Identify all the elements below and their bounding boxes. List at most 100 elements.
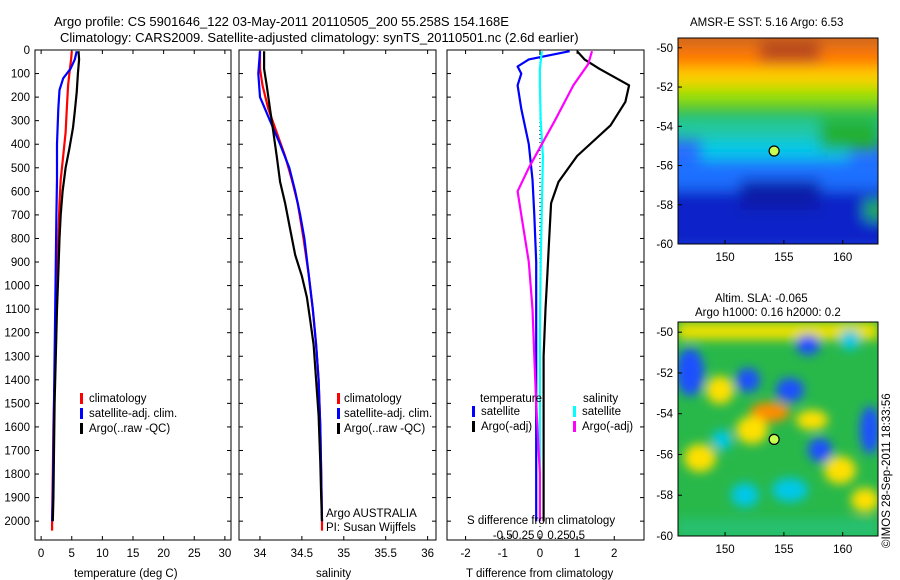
y-tick-label: 1300 (4, 351, 30, 363)
lat-tick-label: -50 (656, 327, 673, 339)
top-tick-label: -0.5 (493, 530, 513, 542)
x-tick-label: 20 (157, 548, 170, 560)
difference-legend: temperature satellite Argo(-adj) salinit… (472, 393, 633, 433)
legend-label-argo: Argo(..raw -QC) (89, 423, 170, 435)
x-tick-label: 35.5 (375, 548, 397, 560)
legend-label-sal-argo: Argo(-adj) (582, 421, 633, 433)
lat-tick-label: -54 (656, 409, 673, 421)
y-tick-label: 900 (11, 257, 30, 269)
lat-tick-label: -50 (656, 43, 673, 55)
difference-xlabel: T difference from climatology (466, 568, 613, 580)
y-tick-label: 800 (11, 233, 30, 245)
argo-pi-label: PI: Susan Wijffels (326, 522, 416, 534)
legend-swatch-argo (80, 423, 83, 434)
y-tick-label: 1000 (4, 281, 30, 293)
sla-map-frame (677, 321, 879, 537)
legend-swatch-climatology (80, 393, 83, 404)
y-tick-label: 2000 (4, 516, 30, 528)
series-line-argo-raw-qc (263, 51, 324, 522)
y-tick-label: 500 (11, 163, 30, 175)
x-tick-label: 15 (127, 548, 140, 560)
figure-title-line2: Climatology: CARS2009. Satellite-adjuste… (60, 30, 579, 45)
lat-tick-label: -54 (656, 121, 673, 133)
top-tick-label: 0 (537, 530, 543, 542)
x-tick-label: -2 (460, 548, 470, 560)
salinity-axes-frame (238, 49, 437, 541)
lat-tick-label: -56 (656, 449, 673, 461)
legend-swatch-temp-satellite (472, 406, 475, 417)
x-tick-label: 34.5 (291, 548, 313, 560)
y-tick-label: 0 (24, 45, 30, 57)
y-tick-label: 1100 (5, 304, 30, 316)
figure-title-line1: Argo profile: CS 5901646_122 03-May-2011… (54, 14, 509, 29)
lat-tick-label: -52 (656, 82, 673, 94)
legend-label-argo: Argo(..raw -QC) (344, 423, 425, 435)
temperature-xlabel: temperature (deg C) (74, 568, 178, 580)
legend-swatch-sal-argo (573, 421, 576, 432)
x-tick-label: -1 (498, 548, 508, 560)
series-line-climatology (258, 51, 324, 531)
series-line-salinity-satellite (538, 51, 545, 522)
legend-swatch-sal-satellite (573, 406, 576, 417)
x-tick-label: 2 (611, 548, 617, 560)
legend-title-salinity: salinity (583, 393, 618, 405)
legend-label-climatology: climatology (89, 393, 147, 405)
sst-map-title: AMSR-E SST: 5.16 Argo: 6.53 (690, 17, 843, 29)
legend-label-climatology: climatology (344, 393, 402, 405)
y-tick-label: 1200 (4, 328, 30, 340)
legend-swatch-climatology (337, 393, 340, 404)
salinity-panel: 34 34.5 35 35.5 36 salinity climatology sate… (238, 49, 437, 580)
lon-tick-label: 160 (833, 544, 852, 556)
x-tick-label: 1 (574, 548, 580, 560)
sst-map-frame (677, 37, 879, 245)
x-tick-label: 0 (38, 548, 44, 560)
argo-program-label: Argo AUSTRALIA (326, 508, 417, 520)
sla-map-title-line2: Argo h1000: 0.16 h2000: 0.2 (695, 307, 841, 319)
top-tick-label: 0.5 (569, 530, 585, 542)
legend-swatch-argo (337, 423, 340, 434)
lon-tick-label: 155 (774, 252, 793, 264)
sla-heatmap-field (678, 322, 878, 536)
lon-tick-label: 155 (774, 544, 793, 556)
series-line-temperature-argo-adj (542, 50, 631, 522)
sla-map-title-line1: Altim. SLA: -0.065 (715, 293, 808, 305)
y-tick-label: 1600 (4, 422, 30, 434)
legend-label-temp-argo: Argo(-adj) (481, 421, 532, 433)
temperature-axes-frame (34, 49, 232, 541)
y-tick-label: 1400 (4, 375, 30, 387)
lat-tick-label: -56 (656, 161, 673, 173)
lat-tick-label: -58 (656, 200, 673, 212)
lat-tick-label: -52 (656, 368, 673, 380)
y-tick-label: 1500 (4, 398, 30, 410)
top-tick-label: 0.25 (547, 530, 569, 542)
difference-xlabel-top: S difference from climatology (467, 515, 615, 527)
legend-swatch-satellite (337, 408, 340, 419)
x-tick-label: 5 (69, 548, 75, 560)
y-tick-label: 1700 (4, 445, 30, 457)
sst-map: AMSR-E SST: 5.16 Argo: 6.53 150 155 160 -50… (656, 17, 879, 264)
lat-tick-label: -58 (656, 490, 673, 502)
temperature-legend: climatology satellite-adj. clim. Argo(..… (80, 393, 177, 435)
sla-map: Altim. SLA: -0.065 Argo h1000: 0.16 h200… (656, 293, 879, 556)
argo-position-marker (768, 145, 780, 157)
legend-label-sal-satellite: satellite (582, 406, 621, 418)
argo-position-marker (768, 433, 780, 445)
lon-tick-label: 150 (715, 252, 734, 264)
x-tick-label: 35 (337, 548, 350, 560)
temperature-panel: 0100200300400500600700800900100011001200… (4, 45, 232, 580)
x-tick-label: 36 (421, 548, 434, 560)
y-tick-label: 700 (11, 210, 30, 222)
legend-swatch-temp-argo (472, 421, 475, 432)
legend-label-satellite: satellite-adj. clim. (344, 408, 432, 420)
series-line-salinity-argo-adj (516, 50, 594, 522)
y-tick-label: 200 (11, 92, 30, 104)
y-tick-label: 400 (11, 139, 30, 151)
legend-label-temp-satellite: satellite (481, 406, 520, 418)
x-tick-label: 10 (96, 548, 109, 560)
y-tick-label: 100 (11, 69, 30, 81)
legend-title-temperature: temperature (480, 393, 542, 405)
salinity-xlabel: salinity (316, 568, 351, 580)
lon-tick-label: 160 (833, 252, 852, 264)
lat-tick-label: -60 (656, 531, 673, 543)
